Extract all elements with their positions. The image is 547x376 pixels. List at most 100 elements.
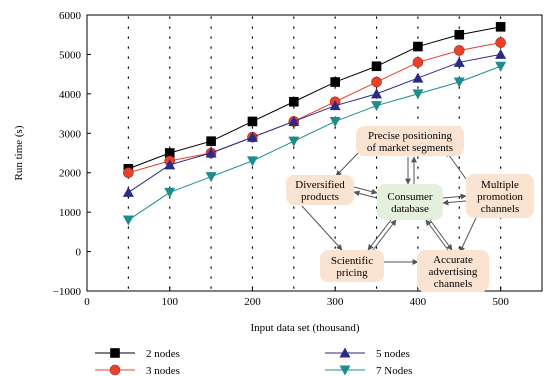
data-point xyxy=(453,56,465,67)
series-5-nodes xyxy=(122,48,507,197)
diagram-box xyxy=(320,250,384,282)
x-tick-label: 0 xyxy=(84,296,90,308)
data-point xyxy=(205,172,217,183)
data-point xyxy=(495,37,506,48)
diagram-arrow xyxy=(335,150,361,177)
data-point xyxy=(330,77,340,87)
data-point xyxy=(371,101,383,112)
data-point xyxy=(164,187,176,198)
series-line xyxy=(128,53,501,193)
diagram-arrow xyxy=(353,186,378,195)
data-point xyxy=(329,100,341,111)
legend-item: 7 Nodes xyxy=(325,365,412,376)
diagram-arrow xyxy=(372,219,397,251)
diagram-arrow xyxy=(442,199,467,206)
diagram-arrow xyxy=(353,190,378,199)
y-tick-label: 3000 xyxy=(59,128,82,140)
data-point xyxy=(412,89,424,100)
diagram-label: pricing xyxy=(336,267,368,279)
data-point xyxy=(206,136,216,146)
data-point xyxy=(164,159,176,170)
diagram-label: Precise positioning xyxy=(368,130,453,142)
diagram-label: Consumer xyxy=(387,191,433,203)
data-point xyxy=(246,156,258,167)
data-point xyxy=(329,116,341,127)
diagram-label: Diversified xyxy=(295,179,345,191)
data-point xyxy=(371,61,382,72)
data-point xyxy=(454,29,465,40)
legend-marker xyxy=(110,348,120,358)
y-tick-label: −1000 xyxy=(53,286,82,298)
data-point xyxy=(453,45,465,56)
diagram-box xyxy=(417,250,489,292)
legend-label: 5 nodes xyxy=(376,348,410,360)
series-line xyxy=(128,42,501,174)
y-axis-ticks: −1000 0 1000 2000 3000 4000 5000 6000 xyxy=(53,10,91,298)
legend: 2 nodes 3 nodes 5 nodes 7 Nodes xyxy=(95,347,412,376)
data-point xyxy=(247,116,258,127)
data-point xyxy=(413,41,423,52)
data-point xyxy=(371,76,382,88)
series-layer xyxy=(122,22,507,226)
x-tick-label: 300 xyxy=(327,296,344,308)
diagram-label: Accurate xyxy=(433,254,473,266)
x-tick-label: 500 xyxy=(492,296,509,308)
diagram-arrow xyxy=(442,193,467,200)
data-point xyxy=(288,115,300,126)
diagram-arrow xyxy=(425,219,449,251)
diagram-arrow xyxy=(367,219,392,251)
diagram-arrow xyxy=(459,217,477,253)
data-point xyxy=(289,96,299,107)
diagram-label: products xyxy=(301,191,339,203)
diagram-label: advertising xyxy=(429,266,478,278)
diagram-label: promotion xyxy=(477,191,523,203)
x-axis-ticks: 0 100 200 300 400 500 xyxy=(84,287,509,308)
y-tick-label: 0 xyxy=(76,247,82,259)
diagram-label: database xyxy=(391,203,429,215)
x-tick-label: 400 xyxy=(410,296,427,308)
data-point xyxy=(123,167,134,179)
legend-marker xyxy=(339,365,351,376)
data-point xyxy=(412,57,424,68)
y-axis-label: Run time (s) xyxy=(13,125,25,180)
diagram-label: Scientific xyxy=(331,255,373,267)
x-axis-label: Input data set (thousand) xyxy=(250,322,359,334)
series-3-nodes xyxy=(123,37,506,179)
diagram-box xyxy=(377,184,443,220)
data-point xyxy=(495,61,507,72)
legend-label: 2 nodes xyxy=(146,348,180,360)
data-point xyxy=(205,147,217,158)
legend-item: 2 nodes xyxy=(95,348,180,360)
diagram-label: channels xyxy=(434,278,472,290)
x-tick-label: 200 xyxy=(244,296,261,308)
data-point xyxy=(495,22,506,32)
plot-frame xyxy=(86,14,543,292)
legend-marker xyxy=(339,347,351,358)
y-tick-label: 6000 xyxy=(59,10,82,22)
series-line xyxy=(128,26,501,170)
x-tick-label: 100 xyxy=(161,296,178,308)
data-point xyxy=(412,72,424,83)
y-tick-label: 1000 xyxy=(59,207,82,219)
diagram-box xyxy=(286,175,354,205)
legend-item: 5 nodes xyxy=(325,347,410,360)
data-point xyxy=(288,136,300,147)
data-point xyxy=(371,88,383,99)
series-line xyxy=(128,65,501,221)
data-point xyxy=(122,186,134,197)
diagram-box xyxy=(356,126,464,156)
data-point xyxy=(122,215,134,226)
diagram-arrow xyxy=(429,219,453,251)
y-tick-label: 2000 xyxy=(59,168,82,180)
legend-marker xyxy=(109,364,121,376)
series-7-nodes xyxy=(122,61,507,226)
legend-item: 3 nodes xyxy=(95,364,180,376)
data-point xyxy=(453,77,465,88)
